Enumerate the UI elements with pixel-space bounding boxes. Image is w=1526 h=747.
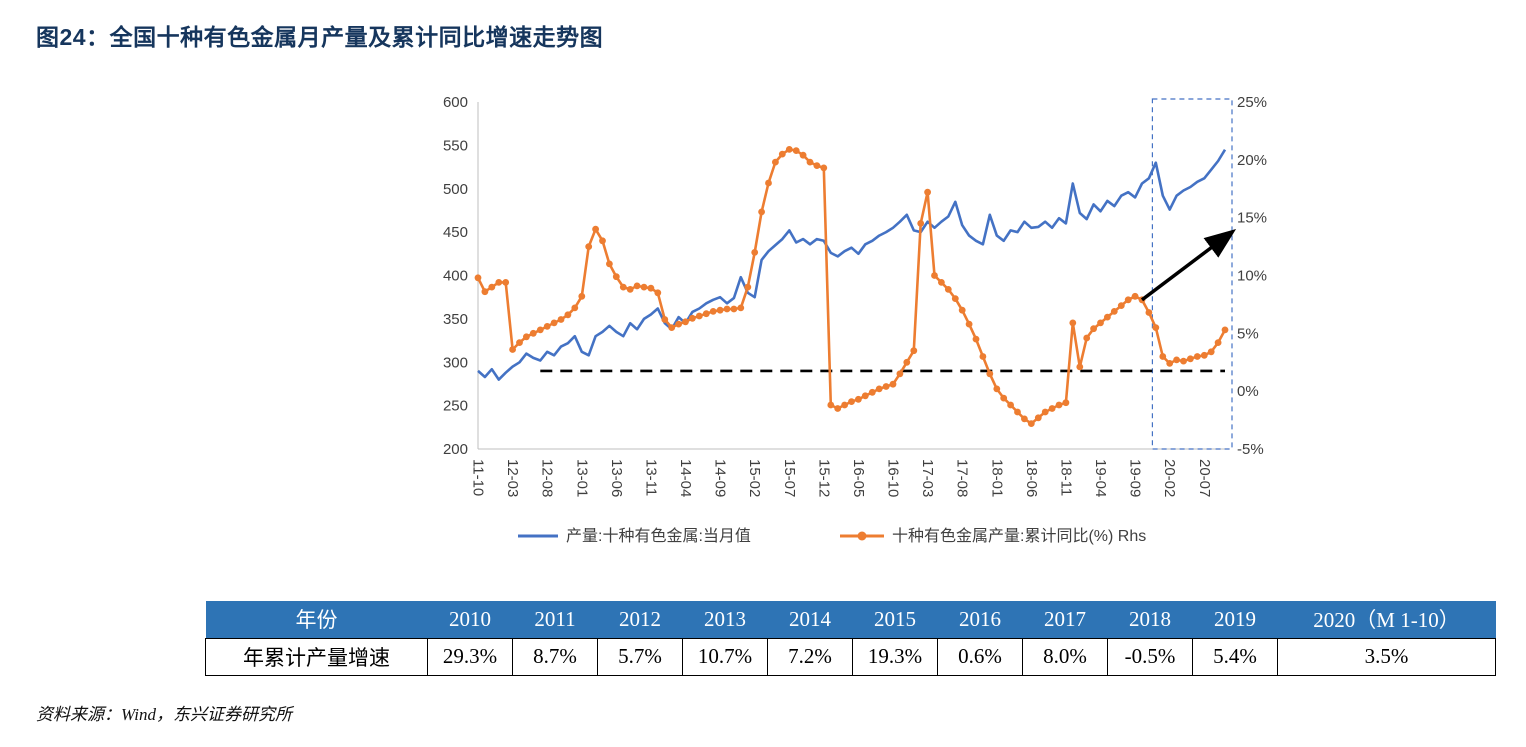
x-axis-tick-label: 12-08	[539, 459, 556, 497]
left-axis-tick-label: 450	[443, 224, 468, 241]
growth-value-cell: 19.3%	[852, 637, 938, 676]
left-axis-tick-label: 250	[443, 398, 468, 415]
x-axis-tick-label: 16-10	[885, 459, 902, 497]
yoy-series-markers	[474, 146, 1229, 427]
x-axis-tick-label: 14-04	[677, 459, 694, 497]
growth-value-cell: 8.7%	[512, 637, 598, 676]
right-axis-tick-label: 15%	[1237, 210, 1267, 227]
chart-svg: 600 550 500 450 400 350 300 250 200 25% 20% 15% 10% 5…	[443, 94, 1267, 545]
x-axis-tick-label: 15-02	[746, 459, 763, 497]
growth-value-cell: 0.6%	[937, 637, 1023, 676]
left-axis-tick-label: 200	[443, 441, 468, 458]
growth-value-cell: 年累计产量增速	[205, 637, 428, 676]
source-note: 资料来源：Wind，东兴证券研究所	[36, 705, 292, 724]
x-axis-tick-label: 19-09	[1127, 459, 1144, 497]
year-header-cell: 年份	[205, 601, 428, 638]
left-axis-tick-label: 350	[443, 311, 468, 328]
growth-value-cell: 5.4%	[1192, 637, 1278, 676]
x-axis-tick-label: 12-03	[504, 459, 521, 497]
right-axis-tick-label: 10%	[1237, 268, 1267, 285]
x-axis-tick-label: 18-06	[1023, 459, 1040, 497]
production-series-line	[477, 149, 1227, 381]
trend-arrow	[1140, 228, 1237, 302]
year-header-cell: 2016	[937, 601, 1023, 638]
left-axis-tick-label: 550	[443, 137, 468, 154]
year-header-cell: 2018	[1107, 601, 1193, 638]
growth-value-cell: -0.5%	[1107, 637, 1193, 676]
growth-value-cell: 7.2%	[767, 637, 853, 676]
left-axis-tick-label: 400	[443, 268, 468, 285]
legend-production-label: 产量:十种有色金属:当月值	[566, 527, 751, 545]
year-header-cell: 2019	[1192, 601, 1278, 638]
x-axis-tick-label: 18-01	[988, 459, 1005, 497]
left-axis-tick-label: 300	[443, 354, 468, 371]
year-header-cell: 2015	[852, 601, 938, 638]
right-axis-tick-label: 20%	[1237, 152, 1267, 169]
figure-title: 图24：全国十种有色金属月产量及累计同比增速走势图	[36, 24, 604, 50]
x-axis-tick-label: 20-02	[1161, 459, 1178, 497]
legend-production-series: 产量:十种有色金属:当月值	[518, 527, 751, 545]
x-axis-tick-label: 15-12	[815, 459, 832, 497]
production-yoy-trend-chart: 600 550 500 450 400 350 300 250 200 25% 20% 15% 10% 5…	[400, 84, 1305, 566]
x-axis-tick-label: 11-10	[470, 459, 487, 496]
x-axis-tick-label: 13-11	[642, 459, 659, 496]
year-header-cell: 2014	[767, 601, 853, 638]
x-axis-tick-label: 17-08	[954, 459, 971, 497]
legend-yoy-label: 十种有色金属产量:累计同比(%) Rhs	[892, 527, 1146, 545]
annual-growth-table: 年份 2010 2011 2012 2013 2014 2015 2016 2017 2018 20…	[205, 601, 1496, 676]
right-axis-tick-label: 5%	[1237, 325, 1259, 342]
growth-value-cell: 5.7%	[597, 637, 683, 676]
x-axis-tick-label: 16-05	[850, 459, 867, 497]
right-axis-tick-label: -5%	[1237, 441, 1264, 458]
yoy-series-line	[476, 148, 1227, 425]
table-data-row: 年累计产量增速 29.3% 8.7% 5.7% 10.7% 7.2% 19.3% 0.6% 8.…	[205, 637, 1496, 676]
x-axis-tick-label: 17-03	[919, 459, 936, 497]
year-header-cell: 2011	[512, 601, 598, 638]
left-axis-tick-label: 600	[443, 94, 468, 111]
x-axis-tick-label: 13-06	[608, 459, 625, 497]
legend-yoy-series: 十种有色金属产量:累计同比(%) Rhs	[840, 527, 1146, 545]
x-axis-tick-label: 18-11	[1057, 459, 1074, 496]
table-header-row: 年份 2010 2011 2012 2013 2014 2015 2016 2017 2018 20…	[205, 601, 1496, 638]
x-axis-tick-label: 20-07	[1196, 459, 1213, 497]
right-axis-tick-label: 0%	[1237, 383, 1259, 400]
growth-value-cell: 29.3%	[427, 637, 513, 676]
right-axis-tick-label: 25%	[1237, 94, 1267, 111]
x-axis-tick-label: 13-01	[573, 459, 590, 497]
x-axis-tick-label: 15-07	[781, 459, 798, 497]
x-axis-tick-label: 14-09	[712, 459, 729, 497]
highlight-box	[1151, 98, 1233, 450]
growth-value-cell: 10.7%	[682, 637, 768, 676]
year-header-cell: 2013	[682, 601, 768, 638]
left-axis-tick-label: 500	[443, 181, 468, 198]
growth-value-cell: 8.0%	[1022, 637, 1108, 676]
year-header-cell: 2012	[597, 601, 683, 638]
growth-value-cell: 3.5%	[1277, 637, 1496, 676]
year-header-cell: 2020（M 1-10）	[1277, 601, 1496, 638]
year-header-cell: 2010	[427, 601, 513, 638]
year-header-cell: 2017	[1022, 601, 1108, 638]
x-axis-tick-label: 19-04	[1092, 459, 1109, 497]
